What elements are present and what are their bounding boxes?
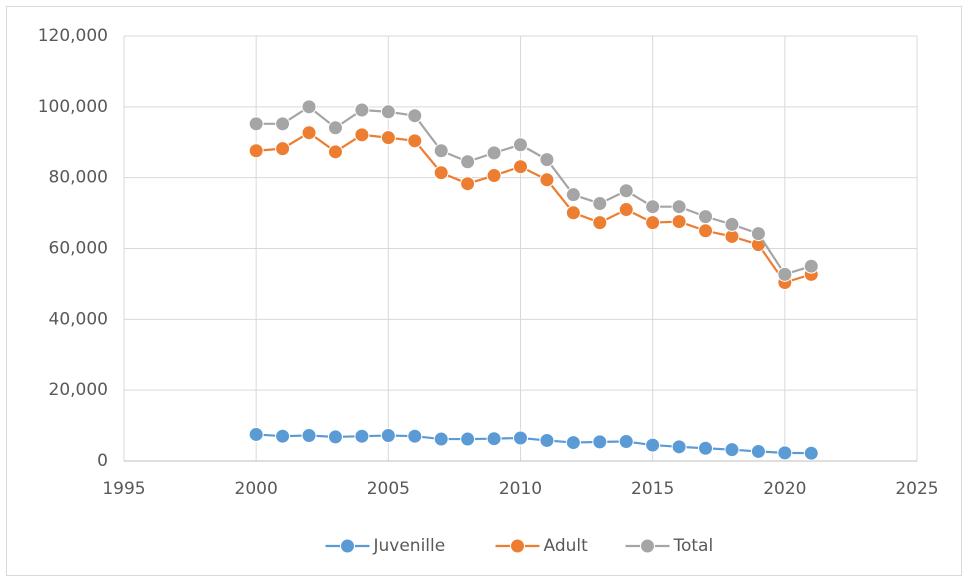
- data-point: [698, 209, 714, 225]
- data-point: [248, 143, 264, 159]
- data-point: [354, 102, 370, 118]
- y-tick-label: 0: [97, 451, 108, 471]
- data-point: [433, 143, 449, 159]
- data-point: [698, 223, 714, 239]
- data-point: [433, 431, 449, 447]
- data-point: [433, 165, 449, 181]
- data-point: [327, 429, 343, 445]
- data-point: [724, 442, 740, 458]
- data-point: [671, 199, 687, 215]
- data-point: [618, 434, 634, 450]
- legend-marker: [510, 538, 525, 554]
- series-line: [256, 131, 812, 284]
- data-point: [327, 144, 343, 160]
- data-point: [301, 125, 317, 141]
- data-point: [407, 428, 423, 444]
- data-point: [380, 130, 396, 146]
- data-point: [592, 434, 608, 450]
- x-tick-label: 2020: [763, 479, 806, 499]
- data-point: [460, 176, 476, 192]
- data-point: [460, 154, 476, 170]
- data-point: [750, 443, 766, 459]
- data-point: [513, 430, 528, 446]
- y-tick-label: 80,000: [49, 168, 108, 188]
- data-point: [539, 152, 555, 168]
- x-tick-label: 2015: [631, 479, 674, 499]
- data-point: [539, 432, 555, 448]
- legend-marker: [640, 538, 655, 554]
- chart-border: [6, 6, 962, 576]
- data-point: [513, 159, 528, 175]
- data-point: [565, 205, 581, 221]
- y-tick-label: 60,000: [49, 239, 108, 259]
- data-point: [618, 202, 634, 218]
- data-point: [750, 226, 766, 242]
- data-point: [407, 108, 423, 124]
- data-point: [486, 168, 502, 184]
- data-point: [486, 145, 502, 161]
- data-point: [301, 99, 317, 115]
- data-point: [380, 428, 396, 443]
- data-point: [275, 141, 291, 157]
- data-point: [592, 196, 608, 212]
- data-point: [380, 104, 396, 120]
- legend-label: Juvenille: [373, 536, 446, 556]
- data-point: [698, 440, 714, 456]
- series-line: [256, 105, 812, 276]
- data-point: [565, 187, 581, 203]
- data-point: [592, 215, 608, 231]
- y-tick-label: 100,000: [38, 97, 108, 117]
- data-point: [460, 431, 476, 447]
- data-point: [671, 439, 687, 455]
- y-tick-label: 20,000: [49, 380, 108, 400]
- data-point: [513, 137, 528, 153]
- data-point: [618, 183, 634, 199]
- data-point: [671, 214, 687, 230]
- data-point: [803, 258, 819, 274]
- data-point: [645, 199, 661, 215]
- data-point: [248, 426, 264, 442]
- data-point: [354, 428, 370, 444]
- data-point: [407, 133, 423, 149]
- data-point: [275, 428, 291, 444]
- series-line: [256, 433, 812, 455]
- x-tick-label: 2025: [895, 479, 938, 499]
- x-tick-label: 2010: [499, 479, 542, 499]
- legend-label: Adult: [544, 536, 589, 556]
- x-tick-label: 2000: [235, 479, 278, 499]
- data-point: [645, 437, 661, 453]
- data-point: [486, 431, 502, 447]
- data-point: [565, 435, 581, 451]
- x-tick-label: 2005: [367, 479, 410, 499]
- data-point: [803, 445, 819, 461]
- data-point: [539, 172, 555, 188]
- data-point: [354, 127, 370, 143]
- data-point: [275, 116, 291, 132]
- data-point: [248, 116, 264, 132]
- data-point: [724, 216, 740, 232]
- data-point: [301, 428, 317, 443]
- y-tick-label: 120,000: [38, 26, 108, 46]
- data-point: [777, 266, 793, 282]
- data-point: [777, 445, 793, 461]
- legend-marker: [340, 538, 355, 554]
- data-point: [327, 120, 343, 136]
- y-tick-label: 40,000: [49, 309, 108, 329]
- x-tick-label: 1995: [102, 479, 145, 499]
- data-point: [645, 215, 661, 231]
- legend-label: Total: [673, 536, 714, 556]
